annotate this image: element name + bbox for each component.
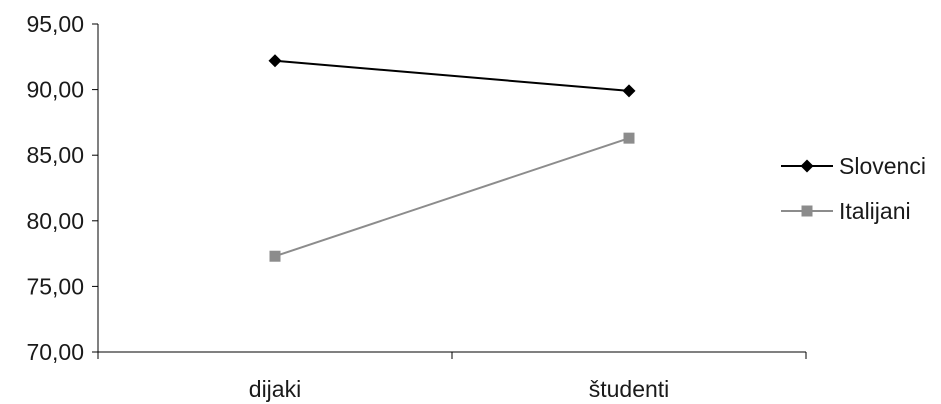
series-italijani: [269, 132, 635, 262]
y-tick-label: 90,00: [26, 77, 84, 103]
y-tick-label: 70,00: [26, 339, 84, 365]
axes: [97, 24, 806, 353]
legend-item-slovenci: Slovenci: [781, 153, 926, 179]
x-axis-ticks: dijaki študenti: [97, 352, 807, 402]
y-tick-label: 85,00: [26, 142, 84, 168]
data-point: [269, 250, 281, 262]
series-line: [274, 137, 630, 258]
legend-label: Italijani: [839, 198, 911, 224]
series-slovenci: [268, 54, 636, 98]
x-tick-label: študenti: [589, 376, 670, 402]
data-point: [623, 132, 635, 144]
y-tick-label: 80,00: [26, 208, 84, 234]
y-tick-label: 95,00: [26, 11, 84, 37]
data-point: [622, 84, 636, 98]
y-tick-label: 75,00: [26, 273, 84, 299]
legend-label: Slovenci: [839, 153, 926, 179]
x-tick-label: dijaki: [249, 376, 301, 402]
series-line: [274, 59, 630, 92]
legend-marker: [800, 159, 814, 173]
legend-marker: [801, 205, 813, 217]
series-group: [268, 54, 636, 262]
legend-item-italijani: Italijani: [781, 198, 911, 224]
y-axis-ticks: 70,00 75,00 80,00 85,00 90,00 95,00: [26, 11, 98, 365]
legend: Slovenci Italijani: [781, 153, 926, 224]
data-point: [268, 54, 282, 68]
